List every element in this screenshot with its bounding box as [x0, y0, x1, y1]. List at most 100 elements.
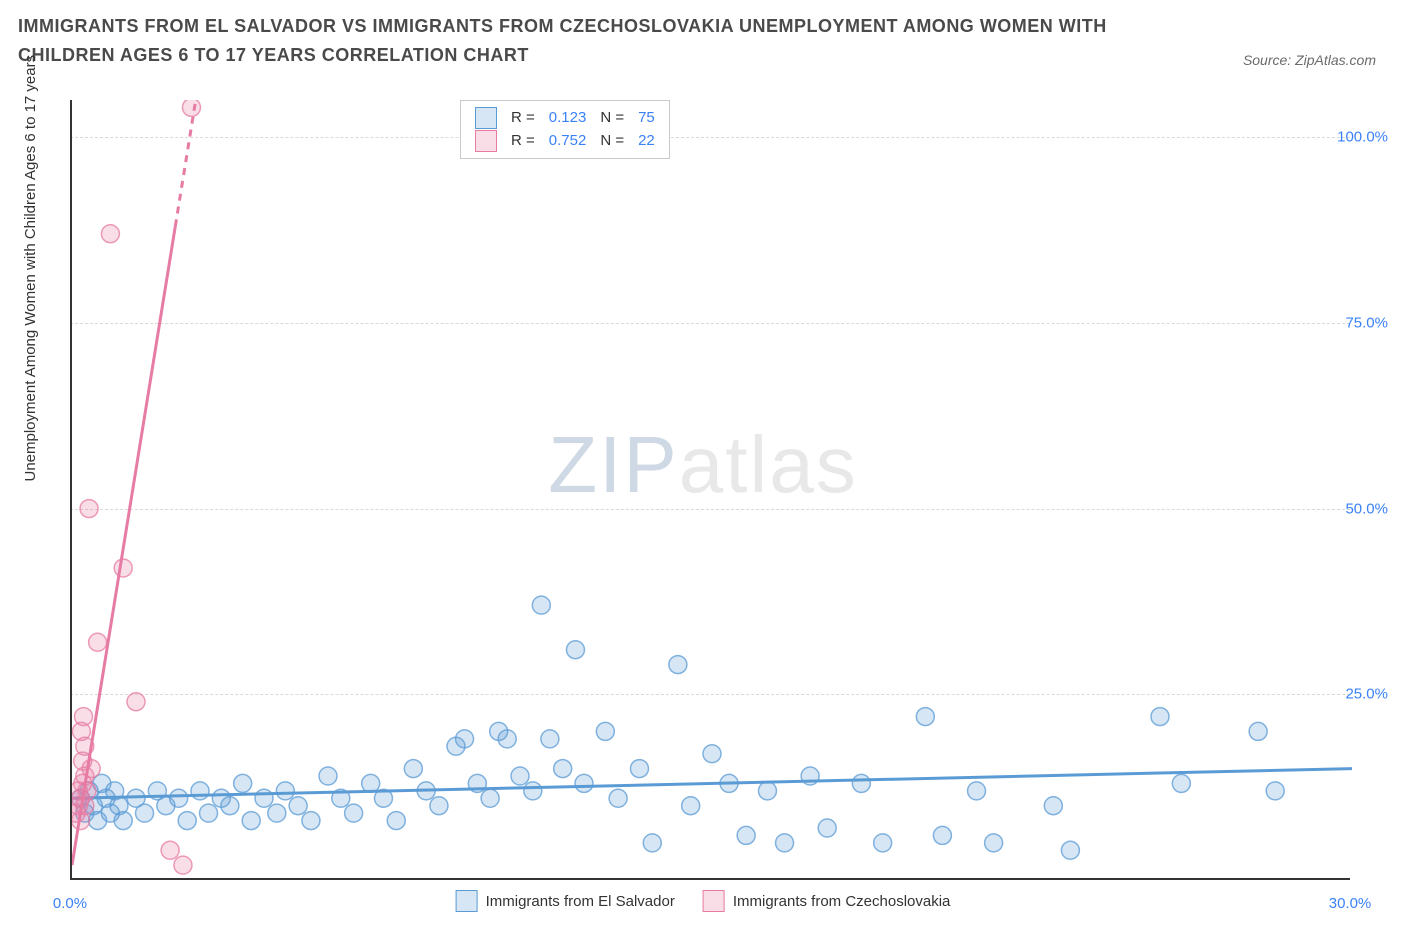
data-point [801, 767, 819, 785]
legend-swatch [475, 107, 497, 129]
data-point [178, 812, 196, 830]
legend-swatch [456, 890, 478, 912]
data-point [498, 730, 516, 748]
data-point [174, 856, 192, 874]
data-point [524, 782, 542, 800]
data-point [456, 730, 474, 748]
y-axis-label: Unemployment Among Women with Children A… [22, 55, 39, 482]
data-point [114, 559, 132, 577]
legend-n-value: 22 [638, 130, 655, 153]
scatter-svg [72, 100, 1352, 880]
data-point [468, 774, 486, 792]
data-point [1172, 774, 1190, 792]
data-point [75, 708, 93, 726]
legend-swatch [475, 130, 497, 152]
data-point [1044, 797, 1062, 815]
y-tick-label: 75.0% [1345, 314, 1388, 331]
data-point [114, 812, 132, 830]
chart-container: IMMIGRANTS FROM EL SALVADOR VS IMMIGRANT… [0, 0, 1406, 930]
data-point [874, 834, 892, 852]
data-point [776, 834, 794, 852]
data-point [430, 797, 448, 815]
data-point [968, 782, 986, 800]
legend-item: Immigrants from Czechoslovakia [703, 890, 951, 912]
data-point [127, 693, 145, 711]
legend-r-value: 0.123 [549, 107, 587, 130]
legend-r-value: 0.752 [549, 130, 587, 153]
data-point [170, 789, 188, 807]
data-point [89, 633, 107, 651]
data-point [80, 500, 98, 518]
legend-label: Immigrants from El Salvador [486, 893, 675, 910]
data-point [737, 826, 755, 844]
y-tick-label: 50.0% [1345, 500, 1388, 517]
legend-row: R = 0.123 N = 75 [475, 107, 655, 130]
data-point [1266, 782, 1284, 800]
y-tick-label: 100.0% [1337, 129, 1388, 146]
data-point [268, 804, 286, 822]
data-point [242, 812, 260, 830]
data-point [609, 789, 627, 807]
data-point [541, 730, 559, 748]
data-point [758, 782, 776, 800]
data-point [1061, 841, 1079, 859]
series-legend: Immigrants from El Salvador Immigrants fr… [456, 890, 951, 912]
data-point [82, 760, 100, 778]
data-point [191, 782, 209, 800]
data-point [78, 782, 96, 800]
data-point [332, 789, 350, 807]
legend-row: R = 0.752 N = 22 [475, 130, 655, 153]
data-point [234, 774, 252, 792]
legend-n-label: N = [600, 107, 624, 130]
data-point [720, 774, 738, 792]
legend-item: Immigrants from El Salvador [456, 890, 675, 912]
legend-swatch [703, 890, 725, 912]
x-tick-label: 30.0% [1329, 895, 1372, 912]
data-point [630, 760, 648, 778]
data-point [532, 596, 550, 614]
data-point [302, 812, 320, 830]
data-point [387, 812, 405, 830]
data-point [511, 767, 529, 785]
data-point [916, 708, 934, 726]
data-point [985, 834, 1003, 852]
data-point [852, 774, 870, 792]
data-point [933, 826, 951, 844]
data-point [200, 804, 218, 822]
data-point [554, 760, 572, 778]
data-point [575, 774, 593, 792]
plot-area [70, 100, 1350, 880]
data-point [669, 656, 687, 674]
data-point [161, 841, 179, 859]
data-point [76, 737, 94, 755]
data-point [1249, 722, 1267, 740]
data-point [1151, 708, 1169, 726]
data-point [404, 760, 422, 778]
data-point [182, 100, 200, 116]
data-point [818, 819, 836, 837]
data-point [481, 789, 499, 807]
data-point [417, 782, 435, 800]
data-point [362, 774, 380, 792]
data-point [319, 767, 337, 785]
data-point [276, 782, 294, 800]
data-point [136, 804, 154, 822]
x-tick-label: 0.0% [53, 895, 87, 912]
data-point [289, 797, 307, 815]
legend-n-label: N = [600, 130, 624, 153]
legend-r-label: R = [511, 107, 535, 130]
data-point [643, 834, 661, 852]
data-point [255, 789, 273, 807]
data-point [682, 797, 700, 815]
correlation-legend: R = 0.123 N = 75 R = 0.752 N = 22 [460, 100, 670, 159]
data-point [566, 641, 584, 659]
data-point [374, 789, 392, 807]
chart-title: IMMIGRANTS FROM EL SALVADOR VS IMMIGRANT… [18, 12, 1118, 70]
legend-n-value: 75 [638, 107, 655, 130]
source-attribution: Source: ZipAtlas.com [1243, 52, 1376, 68]
data-point [221, 797, 239, 815]
y-tick-label: 25.0% [1345, 686, 1388, 703]
legend-r-label: R = [511, 130, 535, 153]
data-point [703, 745, 721, 763]
trend-line-dashed [175, 100, 195, 226]
